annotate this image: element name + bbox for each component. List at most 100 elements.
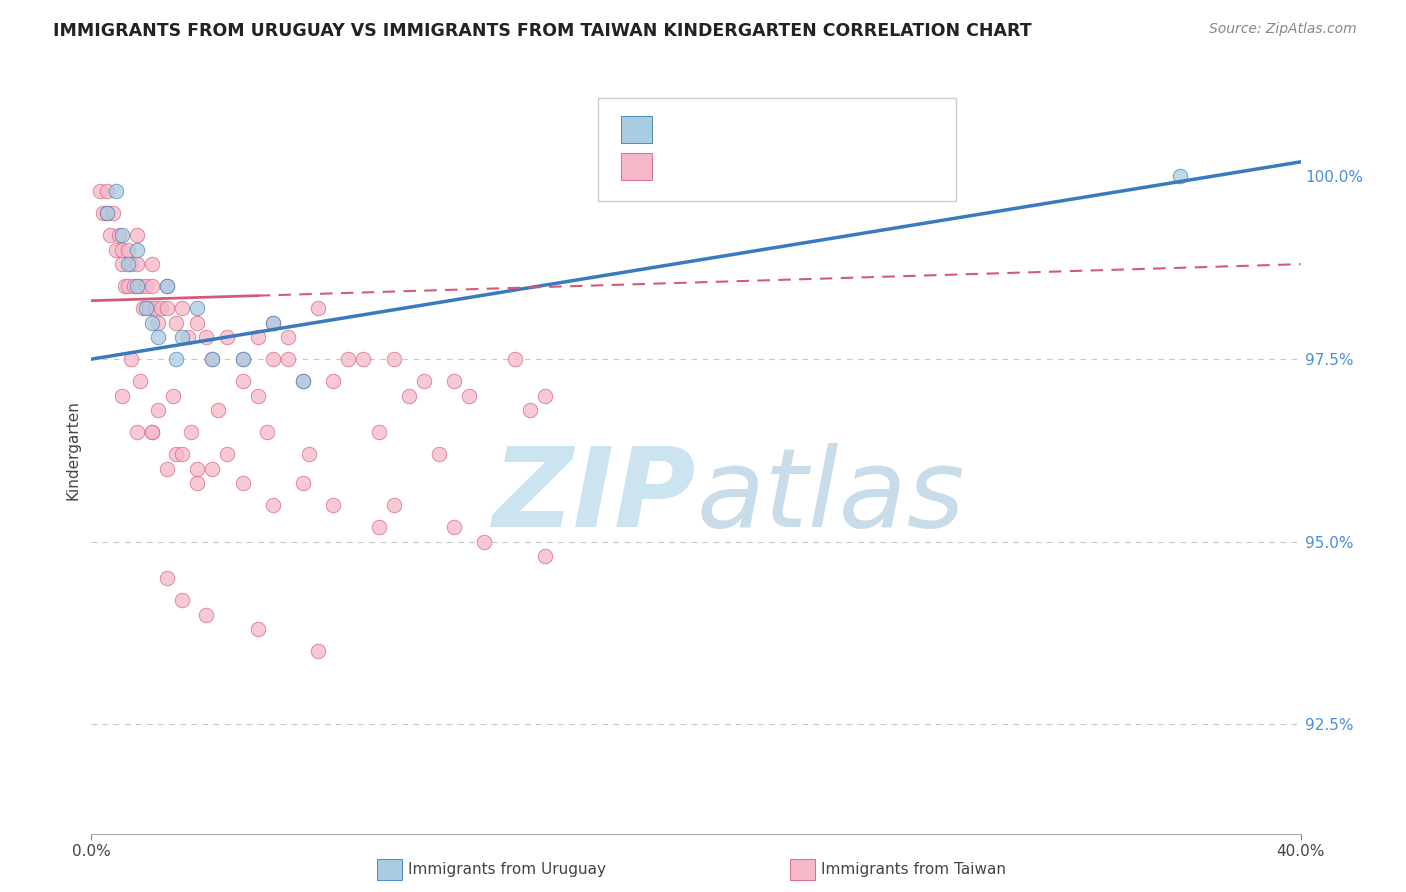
Point (141, 257, 163, 271)
Point (277, 330, 299, 344)
Point (519, 403, 541, 417)
Point (172, 330, 194, 344)
Point (172, 447, 194, 461)
Point (352, 352, 374, 367)
Point (125, 279, 148, 293)
Point (413, 374, 436, 388)
Text: ZIP: ZIP (492, 443, 696, 550)
Point (135, 279, 157, 293)
Point (231, 476, 253, 491)
Point (96, 184, 118, 198)
Point (195, 607, 218, 622)
Point (117, 279, 139, 293)
Point (201, 352, 224, 367)
Point (149, 301, 172, 315)
Point (246, 389, 269, 403)
Point (117, 243, 139, 257)
Point (307, 644, 329, 658)
Point (104, 243, 127, 257)
Point (231, 352, 253, 367)
Point (195, 330, 218, 344)
Point (217, 330, 239, 344)
Point (125, 257, 148, 271)
Point (143, 301, 166, 315)
Point (146, 316, 169, 330)
Point (120, 352, 142, 367)
Point (231, 352, 253, 367)
Point (246, 623, 269, 637)
Point (277, 352, 299, 367)
Point (217, 447, 239, 461)
Point (1168, 169, 1191, 184)
Text: R =  0.032   N = 93: R = 0.032 N = 93 (666, 157, 858, 177)
Point (146, 330, 169, 344)
Point (292, 374, 315, 388)
Point (141, 425, 163, 440)
Text: R =  0.561   N = 18: R = 0.561 N = 18 (666, 120, 858, 139)
Point (114, 279, 136, 293)
Point (165, 316, 187, 330)
Point (172, 301, 194, 315)
Point (98, 227, 121, 242)
Point (128, 374, 150, 388)
Point (107, 227, 129, 242)
Point (111, 257, 132, 271)
Point (146, 403, 169, 417)
Point (156, 301, 179, 315)
Point (104, 184, 127, 198)
Point (398, 389, 420, 403)
Point (292, 374, 315, 388)
Point (256, 425, 278, 440)
Point (534, 389, 557, 403)
Point (165, 447, 187, 461)
Point (111, 389, 132, 403)
Point (262, 352, 284, 367)
Point (138, 301, 160, 315)
Point (162, 389, 184, 403)
Point (262, 316, 284, 330)
Point (443, 374, 465, 388)
Point (382, 352, 405, 367)
Point (382, 498, 405, 512)
Y-axis label: Kindergarten: Kindergarten (65, 401, 80, 500)
Point (132, 301, 155, 315)
Point (177, 330, 200, 344)
Point (458, 389, 481, 403)
Point (128, 279, 150, 293)
Point (101, 206, 124, 220)
Point (427, 447, 450, 461)
Point (322, 374, 344, 388)
Point (117, 257, 139, 271)
Point (262, 498, 284, 512)
Point (96, 206, 118, 220)
Point (120, 257, 142, 271)
Point (186, 301, 208, 315)
Point (246, 330, 269, 344)
Point (186, 316, 208, 330)
Text: Immigrants from Taiwan: Immigrants from Taiwan (821, 863, 1007, 877)
Point (89, 184, 111, 198)
Point (201, 352, 224, 367)
Point (141, 425, 163, 440)
Point (207, 403, 229, 417)
Point (125, 227, 148, 242)
Point (156, 279, 179, 293)
Point (111, 243, 132, 257)
Point (298, 447, 321, 461)
Point (156, 279, 179, 293)
Point (443, 520, 465, 534)
Point (337, 352, 360, 367)
Point (231, 374, 253, 388)
Point (322, 498, 344, 512)
Point (156, 571, 179, 585)
Point (122, 279, 145, 293)
Point (367, 520, 389, 534)
Point (141, 279, 163, 293)
Text: atlas: atlas (696, 443, 965, 550)
Point (186, 461, 208, 475)
Point (472, 534, 495, 549)
Point (307, 301, 329, 315)
Point (262, 316, 284, 330)
Text: Source: ZipAtlas.com: Source: ZipAtlas.com (1209, 22, 1357, 37)
Point (125, 425, 148, 440)
